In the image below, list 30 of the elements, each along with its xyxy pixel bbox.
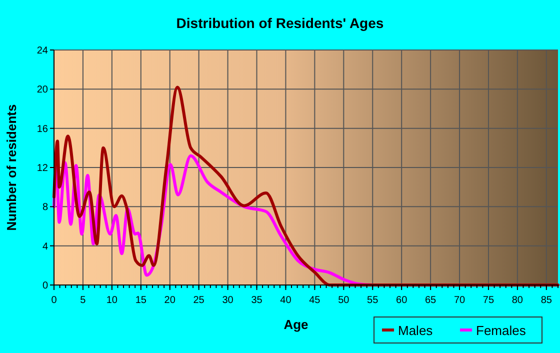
y-tick-label: 24 [36,46,48,56]
x-tick-label: 75 [482,295,494,306]
y-tick-label: 0 [42,280,48,292]
legend-label: Males [398,323,434,338]
chart-title: Distribution of Residents' Ages [176,15,384,31]
x-tick-label: 85 [540,295,552,306]
x-tick-label: 5 [80,295,86,306]
y-axis-title: Number of residents [4,104,19,231]
x-tick-label: 15 [135,295,147,306]
x-tick-label: 65 [424,295,437,306]
x-tick-label: 55 [367,295,379,306]
y-tick-label: 12 [36,163,48,174]
legend-label: Females [476,323,526,338]
x-tick-label: 80 [512,295,524,306]
x-tick-label: 30 [222,295,234,306]
y-tick-label: 4 [42,241,48,252]
x-tick-label: 70 [454,295,466,306]
x-tick-label: 25 [193,295,205,306]
x-tick-label: 35 [251,295,263,306]
x-tick-label: 40 [280,295,292,306]
x-tick-label: 60 [396,295,408,306]
x-tick-label: 50 [338,295,350,306]
x-axis-title: Age [284,317,308,332]
x-tick-label: 0 [51,295,58,306]
x-tick-label: 20 [164,295,176,306]
y-tick-label: 20 [36,84,48,96]
y-tick-label: 16 [36,124,48,135]
y-tick-label: 8 [42,202,48,214]
x-tick-label: 10 [106,295,118,306]
x-tick-label: 45 [309,295,321,306]
